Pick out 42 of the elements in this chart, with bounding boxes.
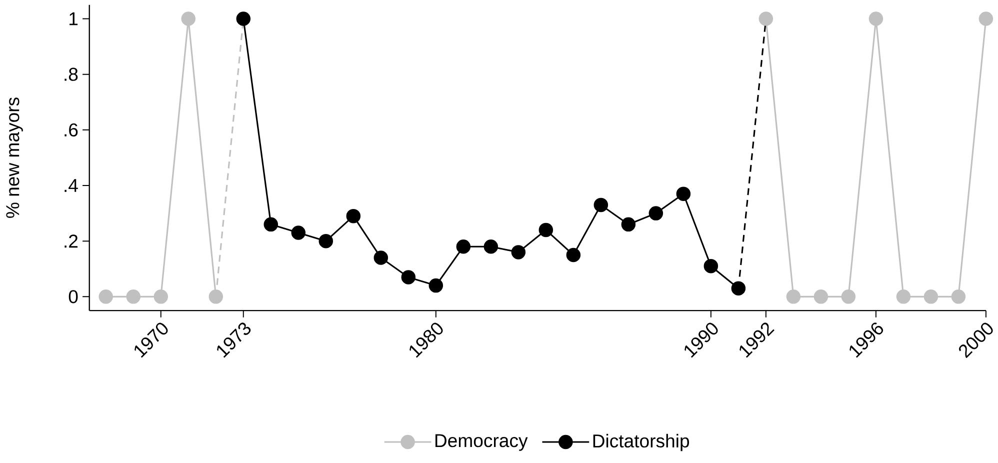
y-tick-label: .8	[64, 68, 78, 81]
point	[978, 12, 994, 26]
point	[401, 270, 416, 284]
y-tick-label: .6	[64, 123, 78, 137]
point	[484, 240, 498, 254]
point	[154, 290, 168, 304]
point	[236, 12, 251, 26]
point	[676, 186, 691, 202]
point	[924, 290, 938, 304]
point	[731, 281, 746, 296]
point	[704, 258, 718, 274]
point	[208, 290, 224, 304]
y-tick-label: 1	[70, 12, 78, 26]
point	[511, 245, 526, 260]
y-tick-label: .2	[64, 234, 78, 248]
point	[181, 12, 196, 26]
point	[594, 198, 608, 212]
point	[291, 226, 306, 240]
point	[868, 12, 884, 26]
point	[538, 222, 554, 238]
point	[951, 290, 966, 304]
point	[126, 290, 141, 304]
point	[98, 290, 114, 304]
point	[786, 290, 801, 304]
point	[374, 250, 388, 265]
point	[648, 206, 664, 220]
point	[758, 12, 774, 26]
point	[814, 290, 828, 304]
point	[456, 240, 471, 254]
point	[428, 278, 444, 293]
point	[841, 290, 856, 304]
point	[566, 248, 581, 262]
y-tick-label: .4	[64, 179, 78, 192]
point	[896, 290, 911, 304]
legend-label: Dictatorship	[593, 434, 690, 452]
point	[318, 234, 334, 248]
y-tick-label: 0	[68, 290, 78, 304]
y-axis-title: % new mayors	[6, 98, 23, 218]
legend-label: Democracy	[435, 434, 528, 451]
point	[621, 217, 636, 232]
point	[264, 217, 278, 232]
point	[346, 208, 361, 224]
